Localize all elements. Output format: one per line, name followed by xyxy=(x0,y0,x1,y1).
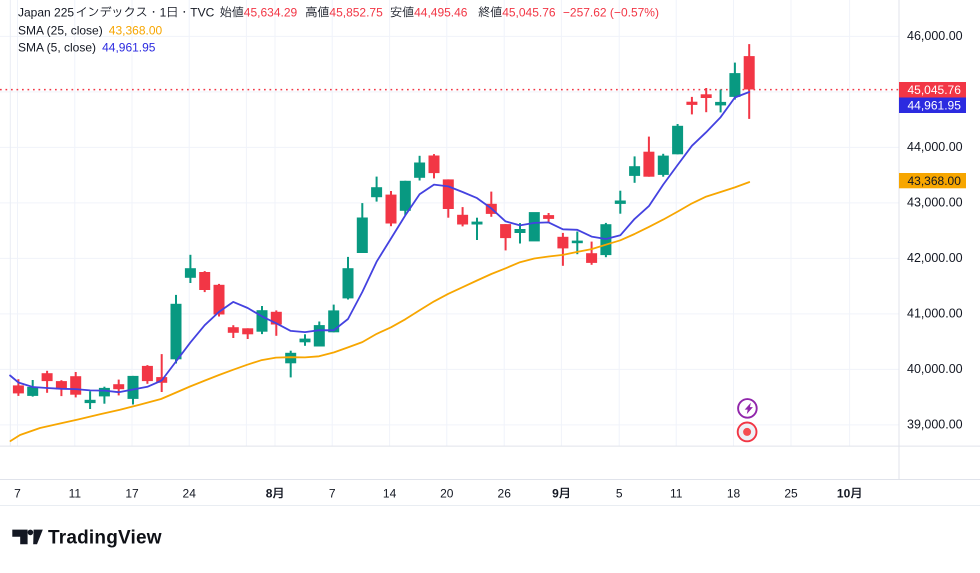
svg-text:26: 26 xyxy=(498,487,512,501)
svg-text:44,000.00: 44,000.00 xyxy=(907,140,963,154)
svg-text:25: 25 xyxy=(784,487,798,501)
svg-text:Japan 225: Japan 225 xyxy=(18,5,74,19)
svg-text:11: 11 xyxy=(670,487,683,501)
svg-text:39,000.00: 39,000.00 xyxy=(907,418,963,432)
svg-text:TradingView: TradingView xyxy=(48,528,162,549)
svg-text:44,961.95: 44,961.95 xyxy=(102,41,156,55)
svg-text:5: 5 xyxy=(616,487,623,501)
svg-text:SMA (25, close): SMA (25, close) xyxy=(18,23,103,37)
svg-text:10: 10 xyxy=(837,487,851,501)
svg-text:SMA (5, close): SMA (5, close) xyxy=(18,41,96,55)
svg-text:9: 9 xyxy=(552,487,559,501)
svg-text:24: 24 xyxy=(183,487,197,501)
svg-text:40,000.00: 40,000.00 xyxy=(907,362,963,376)
svg-text:43,368.00: 43,368.00 xyxy=(109,23,163,37)
svg-text:45,852.75: 45,852.75 xyxy=(329,5,383,19)
svg-text:20: 20 xyxy=(440,487,454,501)
svg-text:44,961.95: 44,961.95 xyxy=(908,99,962,113)
svg-text:45,045.76: 45,045.76 xyxy=(502,5,556,19)
svg-text:45,045.76: 45,045.76 xyxy=(908,83,962,97)
svg-text:45,634.29: 45,634.29 xyxy=(244,5,298,19)
svg-text:43,000.00: 43,000.00 xyxy=(907,196,963,210)
svg-text:7: 7 xyxy=(14,487,21,501)
svg-text:44,495.46: 44,495.46 xyxy=(414,5,468,19)
svg-text:46,000.00: 46,000.00 xyxy=(907,29,963,43)
svg-text:8: 8 xyxy=(266,487,273,501)
svg-text:1: 1 xyxy=(160,5,167,19)
svg-text:11: 11 xyxy=(69,487,82,501)
svg-text:7: 7 xyxy=(329,487,336,501)
svg-text:43,368.00: 43,368.00 xyxy=(908,174,962,188)
svg-text:18: 18 xyxy=(727,487,741,501)
svg-text:TVC: TVC xyxy=(190,5,214,19)
svg-text:14: 14 xyxy=(383,487,397,501)
svg-text:41,000.00: 41,000.00 xyxy=(907,307,963,321)
svg-text:42,000.00: 42,000.00 xyxy=(907,251,963,265)
svg-text:−257.62 (−0.57%): −257.62 (−0.57%) xyxy=(563,5,659,19)
svg-text:17: 17 xyxy=(125,487,139,501)
